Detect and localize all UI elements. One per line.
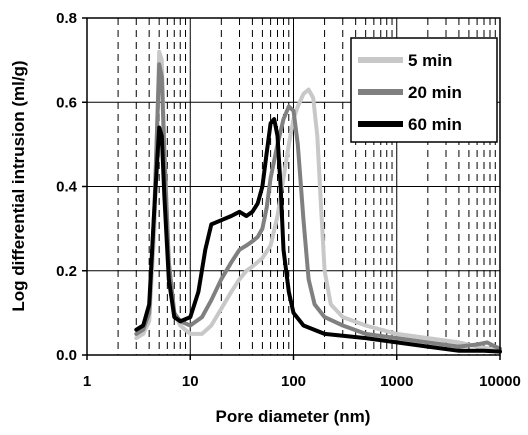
series-lines: [134, 49, 502, 354]
series-line-60-min: [134, 117, 502, 354]
y-tick-label: 0.8: [56, 10, 77, 27]
legend-label: 20 min: [408, 83, 462, 102]
x-axis-title: Pore diameter (nm): [216, 407, 371, 426]
legend-label: 5 min: [408, 51, 452, 70]
x-tick-label: 10000: [479, 373, 521, 390]
x-tick-label: 100: [281, 373, 306, 390]
y-axis-title: Log differential intrusion (ml/g): [9, 60, 28, 311]
x-tick-label: 1000: [380, 373, 413, 390]
x-axis-ticks: 1 10 100 1000 10000: [83, 355, 521, 390]
legend: 5 min 20 min 60 min: [350, 37, 498, 143]
y-tick-label: 0.4: [56, 179, 78, 196]
x-tick-label: 1: [83, 373, 91, 390]
x-tick-label: 10: [182, 373, 199, 390]
y-axis-ticks: 0.0 0.2 0.4 0.6 0.8: [56, 10, 87, 364]
y-tick-label: 0.0: [56, 347, 77, 364]
y-tick-label: 0.6: [56, 94, 77, 111]
y-tick-label: 0.2: [56, 263, 77, 280]
legend-label: 60 min: [408, 115, 462, 134]
